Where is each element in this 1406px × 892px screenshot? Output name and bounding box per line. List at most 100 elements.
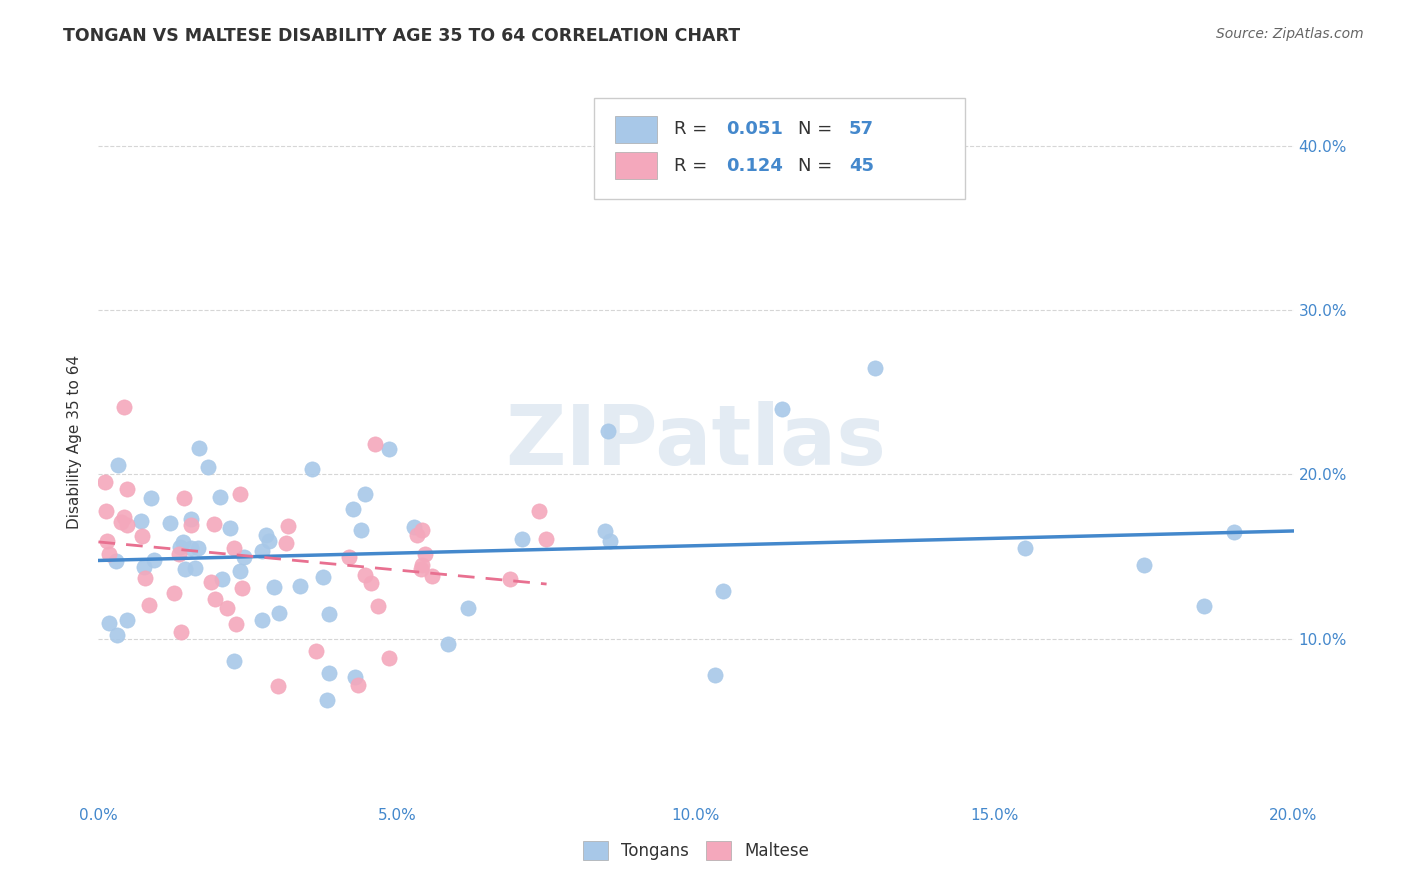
Point (134, 571, 156, 585)
Text: Source: ZipAtlas.com: Source: ZipAtlas.com (1216, 27, 1364, 41)
Point (411, 558, 433, 573)
Text: 57: 57 (849, 120, 875, 138)
Text: TONGAN VS MALTESE DISABILITY AGE 35 TO 64 CORRELATION CHART: TONGAN VS MALTESE DISABILITY AGE 35 TO 6… (63, 27, 741, 45)
Point (360, 575, 382, 590)
Point (1223, 524, 1246, 539)
Point (96, 534, 118, 549)
Point (342, 502, 364, 516)
Text: 0.051: 0.051 (725, 120, 783, 138)
Point (703, 668, 725, 682)
Point (232, 549, 254, 564)
Point (534, 532, 557, 546)
Point (134, 560, 156, 574)
Point (231, 581, 253, 595)
Legend: Tongans, Maltese: Tongans, Maltese (576, 835, 815, 867)
FancyBboxPatch shape (614, 152, 657, 179)
Point (222, 541, 245, 555)
Point (318, 666, 340, 681)
Point (96, 504, 118, 518)
Point (301, 461, 323, 475)
Point (420, 569, 443, 583)
Point (1192, 599, 1215, 613)
Text: R =: R = (675, 156, 713, 175)
Point (211, 572, 233, 586)
FancyBboxPatch shape (595, 98, 965, 200)
Point (254, 528, 277, 542)
Text: 0.124: 0.124 (725, 156, 783, 175)
Point (169, 540, 191, 554)
Point (112, 509, 135, 524)
Point (413, 547, 436, 561)
Point (229, 487, 252, 501)
Point (367, 599, 389, 613)
Point (131, 529, 153, 543)
Point (97, 616, 120, 631)
Point (499, 572, 522, 586)
Point (263, 580, 285, 594)
Point (170, 625, 193, 640)
Point (711, 583, 734, 598)
Point (184, 561, 207, 575)
Point (187, 541, 209, 556)
Y-axis label: Disability Age 35 to 64: Disability Age 35 to 64 (67, 354, 83, 529)
Text: ZIPatlas: ZIPatlas (506, 401, 886, 482)
Point (349, 523, 371, 537)
Point (105, 628, 128, 642)
Point (138, 598, 160, 612)
Point (404, 520, 426, 534)
Point (224, 654, 246, 668)
Point (225, 616, 247, 631)
Point (131, 514, 153, 528)
Point (209, 490, 232, 504)
Point (1014, 541, 1036, 556)
Point (180, 518, 202, 533)
Point (267, 679, 290, 693)
Point (110, 516, 132, 530)
Point (411, 562, 433, 576)
FancyBboxPatch shape (614, 116, 657, 143)
Point (218, 521, 240, 535)
Point (510, 532, 533, 546)
Point (290, 579, 312, 593)
Point (599, 533, 621, 548)
Point (200, 574, 222, 589)
Point (527, 504, 550, 518)
Point (276, 535, 298, 549)
Point (215, 601, 238, 615)
Point (172, 535, 194, 549)
Point (257, 533, 280, 548)
Point (377, 650, 399, 665)
Point (457, 601, 479, 615)
Point (228, 564, 250, 578)
Point (117, 482, 139, 496)
Point (107, 458, 129, 472)
Point (305, 643, 328, 657)
Point (197, 459, 219, 474)
Point (104, 554, 127, 568)
Point (353, 487, 375, 501)
Point (411, 523, 433, 537)
Point (344, 670, 367, 684)
Point (277, 519, 299, 533)
Point (112, 400, 135, 414)
Point (115, 518, 138, 533)
Point (159, 516, 181, 531)
Point (269, 607, 291, 621)
Point (598, 424, 620, 438)
Point (167, 547, 190, 561)
Point (1133, 558, 1156, 572)
Point (202, 516, 225, 531)
Text: R =: R = (675, 120, 713, 138)
Point (139, 491, 162, 505)
Point (593, 524, 616, 539)
Point (378, 442, 401, 456)
Point (93, 475, 115, 490)
Point (865, 360, 887, 375)
Point (354, 567, 377, 582)
Text: N =: N = (797, 120, 838, 138)
Point (204, 592, 226, 607)
Point (173, 491, 195, 506)
Point (316, 693, 339, 707)
Point (174, 562, 197, 576)
Point (312, 569, 335, 583)
